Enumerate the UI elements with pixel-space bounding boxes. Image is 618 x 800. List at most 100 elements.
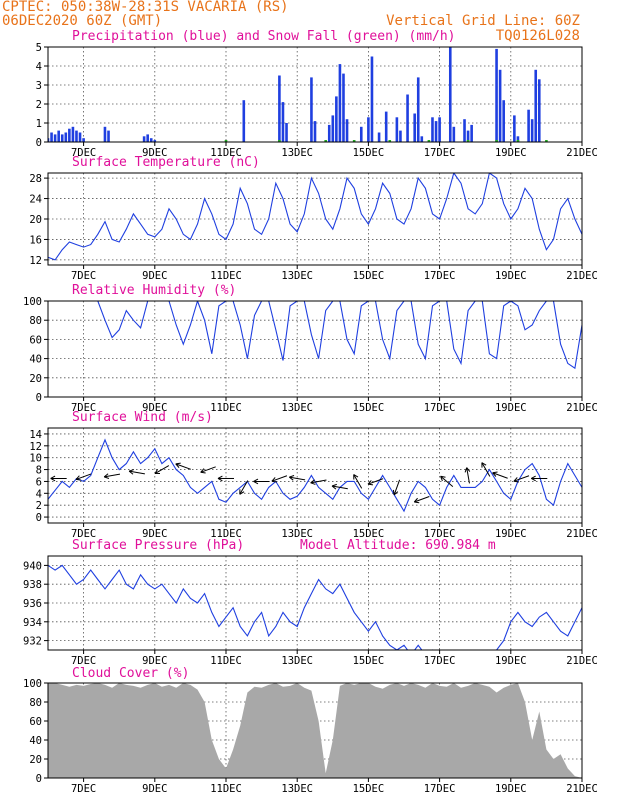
precip-bar [537, 79, 541, 142]
pressure-data [48, 564, 582, 650]
humidity-panel: Relative Humidity (%) 0 20 40 60 80 100 7DEC 9DE… [23, 283, 598, 414]
humidity-ytick-label: 0 [36, 392, 42, 404]
wind-xtick-label: 19DEC [495, 528, 527, 540]
precip-bar [495, 48, 498, 142]
wind-arrow-shaft [289, 476, 306, 481]
temperature-xtick-label: 17DEC [424, 270, 456, 282]
temperature-xtick-label: 11DEC [210, 270, 242, 282]
header-run-time: 06DEC2020 60Z (GMT) [2, 13, 162, 29]
wind-arrow-head [464, 467, 468, 473]
wind-arrow [289, 475, 306, 481]
wind-arrow-head [75, 475, 80, 480]
wind-arrow [128, 469, 145, 475]
wind-arrow [413, 496, 430, 504]
precip-bar [377, 132, 381, 142]
temperature-title: Surface Temperature (nC) [72, 155, 260, 170]
wind-arrow-shaft [129, 470, 145, 475]
wind-ytick-label: 10 [29, 453, 42, 465]
wind-ytick-label: 0 [36, 512, 42, 524]
cloud-cover-ytick-label: 80 [29, 697, 42, 709]
wind-ytick-label: 2 [36, 500, 42, 512]
precip-bar [431, 117, 434, 142]
wind-arrow [331, 483, 348, 490]
wind-title: Surface Wind (m/s) [72, 410, 213, 425]
wind-arrow-head [289, 475, 295, 478]
wind-arrow-head [239, 491, 245, 495]
cloud-cover-frame [47, 682, 583, 779]
wind-arrow-head [200, 471, 206, 474]
wind-xtick-label: 17DEC [424, 528, 456, 540]
wind-frame [47, 427, 583, 524]
precip-bar [438, 117, 441, 142]
wind-arrow [50, 475, 67, 482]
wind-arrow [513, 475, 530, 483]
wind-arrow-shaft [310, 479, 327, 484]
precip-bar [502, 100, 505, 142]
wind-arrow-head [331, 483, 337, 487]
temperature-xtick-label: 19DEC [495, 270, 527, 282]
pressure-xtick-label: 15DEC [353, 655, 385, 667]
pressure-xtick-label: 17DEC [424, 655, 456, 667]
header-grid-note: Vertical Grid Line: 60Z [386, 13, 580, 29]
wind-xtick-label: 21DEC [566, 528, 598, 540]
wind-arrow-head [175, 463, 180, 468]
precip-bar [60, 134, 64, 142]
humidity-xtick-label: 15DEC [353, 402, 385, 414]
wind-arrow-head [154, 469, 159, 474]
wind-ytick-label: 6 [36, 476, 42, 488]
precip-bar [448, 47, 452, 142]
wind-ytick-label: 4 [36, 488, 42, 500]
snow-bar [388, 140, 392, 142]
pressure-panel: Surface Pressure (hPa) Model Altitude: 69… [23, 538, 598, 667]
snow-bar [495, 140, 498, 142]
pressure-xtick-label: 7DEC [71, 655, 96, 667]
precip-bar [466, 130, 470, 142]
precip-bar [416, 77, 420, 142]
cloud-cover-ytick-label: 40 [29, 735, 42, 747]
wind-arrow-head [104, 476, 110, 479]
precipitation-xtick-label: 7DEC [71, 147, 96, 159]
wind-arrow-head [531, 478, 536, 482]
cloud-cover-area [48, 683, 582, 778]
precip-bar [310, 77, 313, 142]
humidity-data [48, 301, 582, 370]
precip-bar [48, 138, 50, 142]
precip-bar [370, 56, 374, 142]
wind-arrow-shaft [414, 496, 430, 503]
wind-arrow-head [492, 471, 498, 474]
wind-arrow-head [392, 489, 395, 495]
wind-arrow-shaft [513, 475, 530, 482]
cloud-cover-ytick-label: 0 [36, 773, 42, 785]
wind-arrow-head [175, 462, 181, 465]
precip-bar [103, 126, 107, 142]
wind-arrow [440, 475, 454, 487]
wind-arrow-shaft [175, 463, 191, 470]
pressure-ytick-label: 934 [23, 617, 42, 629]
precip-bar [463, 119, 466, 142]
temperature-ytick-label: 20 [29, 214, 42, 226]
wind-arrow-head [253, 478, 259, 482]
wind-arrow-head [128, 469, 135, 472]
wind-arrow-head [103, 473, 109, 478]
humidity-ytick-label: 20 [29, 373, 42, 385]
wind-arrow-shaft [353, 474, 363, 489]
precip-bar [534, 69, 538, 142]
wind-arrow-head [200, 468, 205, 473]
precip-bar [149, 138, 153, 142]
wind-arrow-head [367, 480, 372, 485]
temperature-xtick-label: 9DEC [142, 270, 167, 282]
cloud-cover-xtick-label: 7DEC [71, 783, 96, 795]
header-code: TQ0126L028 [496, 28, 580, 44]
wind-arrow-head [310, 479, 315, 484]
wind-arrow [353, 474, 363, 489]
wind-arrow-head [217, 475, 223, 479]
snow-bar [466, 140, 470, 142]
wind-arrow-head [367, 483, 374, 486]
wind-arrow [75, 473, 92, 481]
pressure-annotation: Model Altitude: 690.984 m [300, 538, 496, 553]
wind-ytick-label: 8 [36, 465, 42, 477]
wind-arrow-shaft [440, 475, 454, 487]
